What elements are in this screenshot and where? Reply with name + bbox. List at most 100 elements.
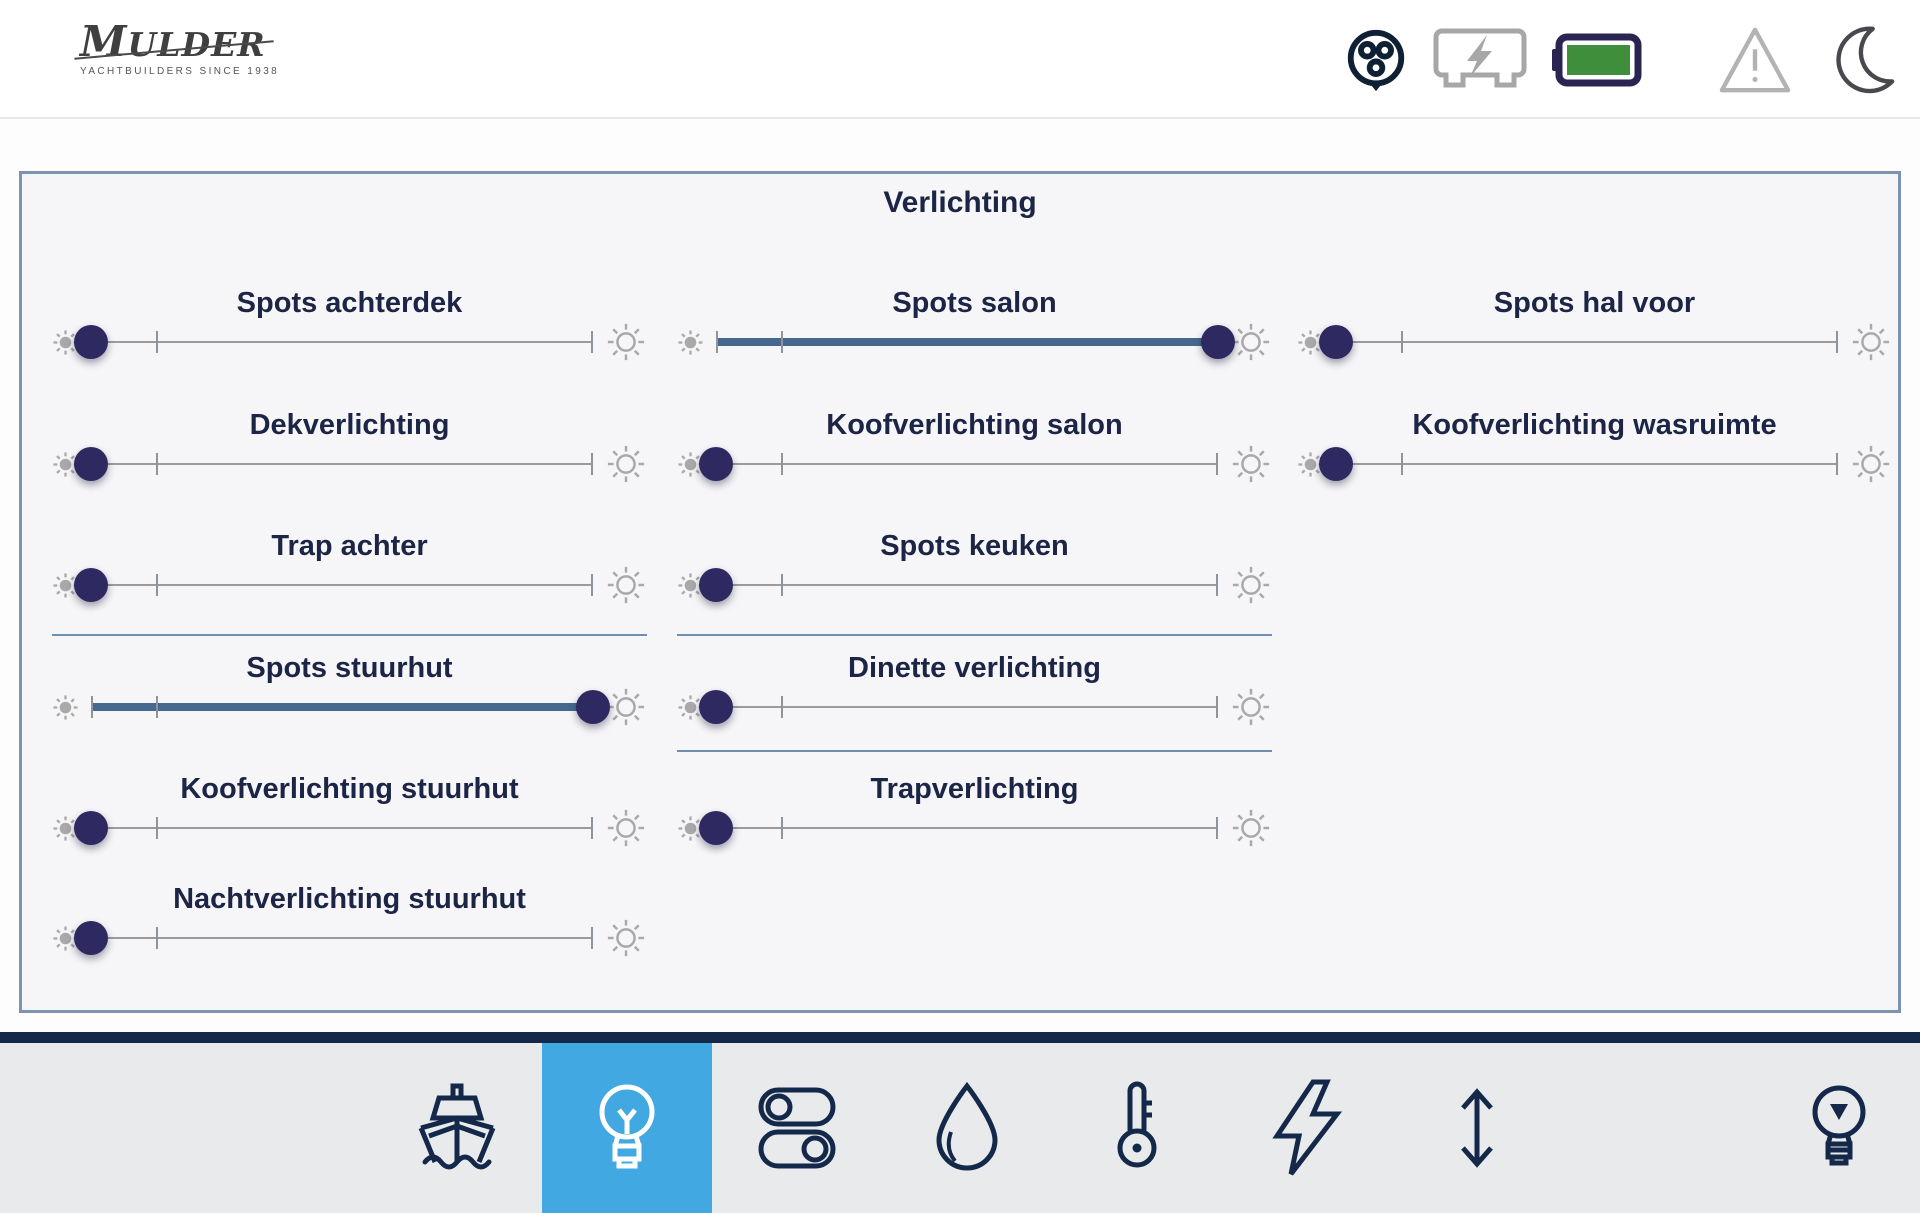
light-name: Spots stuurhut (246, 652, 453, 684)
dim-slider-track[interactable] (74, 564, 593, 606)
inverter-charger-icon (1432, 27, 1528, 93)
top-bar: MULDER YACHTBUILDERS SINCE 1938 (0, 0, 1920, 119)
dim-slider-track[interactable] (74, 321, 593, 363)
dim-slider-track[interactable] (1319, 443, 1838, 485)
tab-levels[interactable] (1392, 1043, 1562, 1213)
power-bolt-icon (1272, 1079, 1343, 1176)
bottom-nav-bar (0, 1043, 1920, 1213)
slider-knob[interactable] (74, 811, 108, 845)
light-slider-row: Spots salon (677, 285, 1272, 365)
dim-slider-track[interactable] (699, 807, 1218, 849)
bright-sun-icon (1231, 322, 1271, 362)
brand-tagline: YACHTBUILDERS SINCE 1938 (80, 66, 280, 77)
tab-power[interactable] (1222, 1043, 1392, 1213)
bright-sun-icon (606, 918, 646, 958)
light-name: Spots keuken (880, 530, 1069, 562)
section-divider (677, 750, 1272, 752)
light-slider-row: Spots hal voor (1297, 285, 1892, 365)
thermometer-icon (1117, 1081, 1157, 1168)
lightbulb-icon (599, 1084, 655, 1169)
page-title: Verlichting (883, 186, 1037, 219)
dim-slider-track[interactable] (699, 686, 1218, 728)
bright-sun-icon (606, 444, 646, 484)
bright-sun-icon (1231, 687, 1271, 727)
tab-lighting[interactable] (542, 1043, 712, 1213)
slider-knob[interactable] (699, 447, 733, 481)
light-name: Trap achter (271, 530, 428, 562)
light-slider-row: Nachtverlichting stuurhut (52, 881, 647, 961)
light-name: Koofverlichting wasruimte (1412, 409, 1777, 441)
light-slider-row: Koofverlichting stuurhut (52, 771, 647, 851)
slider-knob[interactable] (1319, 325, 1353, 359)
light-slider-row: Trapverlichting (677, 771, 1272, 851)
light-name: Spots salon (892, 287, 1057, 319)
status-icon-bar (1342, 0, 1898, 119)
dim-slider-track[interactable] (716, 321, 1235, 363)
light-slider-row: Koofverlichting salon (677, 407, 1272, 487)
bright-sun-icon (606, 565, 646, 605)
slider-knob[interactable] (74, 325, 108, 359)
light-slider-row: Trap achter (52, 528, 647, 608)
light-slider-row: Dinette verlichting (677, 650, 1272, 730)
bright-sun-icon (606, 687, 646, 727)
light-slider-row: Spots keuken (677, 528, 1272, 608)
tab-climate[interactable] (1052, 1043, 1222, 1213)
water-drop-icon (936, 1081, 998, 1171)
brand-name: MULDER (80, 17, 266, 66)
lighting-panel: Verlichting Spots achterdek Dekverlichti… (19, 171, 1901, 1013)
bright-sun-icon (1231, 444, 1271, 484)
dim-slider-track[interactable] (74, 443, 593, 485)
bright-sun-icon (1851, 444, 1891, 484)
dim-slider-track[interactable] (74, 807, 593, 849)
light-name: Koofverlichting salon (826, 409, 1123, 441)
section-divider (677, 634, 1272, 636)
bright-sun-icon (1231, 565, 1271, 605)
shore-power-plug-icon (1342, 25, 1410, 95)
light-slider-row: Dekverlichting (52, 407, 647, 487)
warning-icon[interactable] (1716, 24, 1794, 96)
slider-knob[interactable] (74, 921, 108, 955)
light-slider-row: Spots achterdek (52, 285, 647, 365)
light-name: Dinette verlichting (848, 652, 1101, 684)
up-down-arrows-icon (1461, 1088, 1493, 1168)
nav-divider (0, 1032, 1920, 1043)
dim-slider-track[interactable] (91, 686, 610, 728)
slider-knob[interactable] (1201, 325, 1235, 359)
bright-sun-icon (606, 808, 646, 848)
dimmer-bulb-icon (1812, 1085, 1866, 1166)
slider-knob[interactable] (576, 690, 610, 724)
light-name: Spots achterdek (236, 287, 463, 319)
light-slider-row: Spots stuurhut (52, 650, 647, 730)
dim-sun-icon (52, 693, 79, 721)
master-dimmer-button[interactable] (1754, 1043, 1920, 1213)
slider-knob[interactable] (74, 447, 108, 481)
light-name: Trapverlichting (870, 773, 1079, 805)
slider-column-3: Spots hal voor Koofverlichting wasruimte (1297, 174, 1892, 1010)
slider-knob[interactable] (699, 811, 733, 845)
battery-icon (1550, 32, 1642, 88)
tab-water[interactable] (882, 1043, 1052, 1213)
switches-icon (758, 1087, 836, 1169)
light-slider-row: Koofverlichting wasruimte (1297, 407, 1892, 487)
dim-slider-track[interactable] (699, 443, 1218, 485)
light-name: Nachtverlichting stuurhut (173, 883, 526, 915)
slider-knob[interactable] (74, 568, 108, 602)
bright-sun-icon (1851, 322, 1891, 362)
light-name: Spots hal voor (1493, 287, 1696, 319)
bright-sun-icon (1231, 808, 1271, 848)
slider-column-1: Spots achterdek Dekverlichting (52, 174, 647, 1010)
night-mode-icon[interactable] (1824, 23, 1898, 97)
section-divider (52, 634, 647, 636)
tab-ship[interactable] (372, 1043, 542, 1213)
dim-slider-track[interactable] (1319, 321, 1838, 363)
dim-slider-track[interactable] (74, 917, 593, 959)
slider-knob[interactable] (699, 690, 733, 724)
mulder-logo: MULDER YACHTBUILDERS SINCE 1938 (74, 17, 300, 77)
light-name: Koofverlichting stuurhut (180, 773, 519, 805)
slider-knob[interactable] (699, 568, 733, 602)
dim-slider-track[interactable] (699, 564, 1218, 606)
ship-icon (418, 1083, 496, 1170)
tab-switches[interactable] (712, 1043, 882, 1213)
slider-knob[interactable] (1319, 447, 1353, 481)
bright-sun-icon (606, 322, 646, 362)
